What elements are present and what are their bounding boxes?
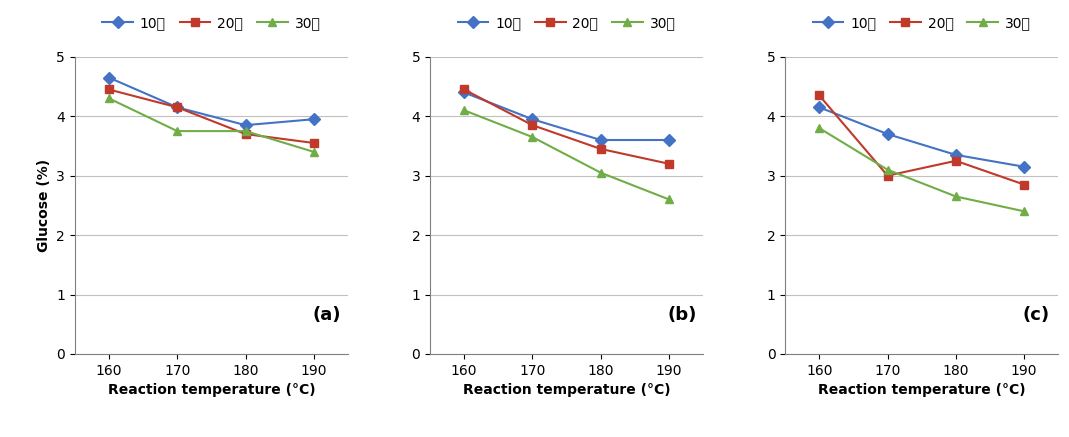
X-axis label: Reaction temperature (°C): Reaction temperature (°C) <box>108 383 315 397</box>
Legend: 10분, 20분, 30분: 10분, 20분, 30분 <box>97 10 326 35</box>
X-axis label: Reaction temperature (°C): Reaction temperature (°C) <box>818 383 1025 397</box>
Text: (a): (a) <box>312 306 341 324</box>
X-axis label: Reaction temperature (°C): Reaction temperature (°C) <box>463 383 670 397</box>
Y-axis label: Glucose (%): Glucose (%) <box>36 159 50 252</box>
Text: (b): (b) <box>668 306 697 324</box>
Legend: 10분, 20분, 30분: 10분, 20분, 30분 <box>452 10 681 35</box>
Text: (c): (c) <box>1023 306 1050 324</box>
Legend: 10분, 20분, 30분: 10분, 20분, 30분 <box>807 10 1036 35</box>
